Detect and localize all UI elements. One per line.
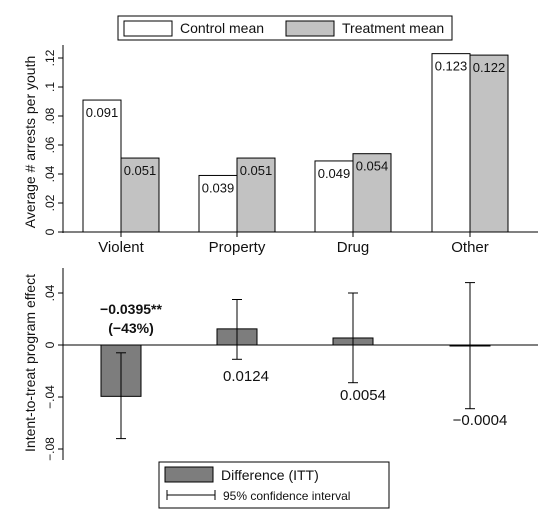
- data-label-control-mean-other: 0.123: [435, 59, 468, 74]
- bar-treatment-mean-property: [236, 157, 276, 233]
- bar-control-mean-violent: [82, 99, 122, 233]
- data-label-control-mean-violent: 0.091: [86, 105, 119, 120]
- top-chart: Average # arrests per youth .12 .1 .08 .06.…: [22, 45, 538, 256]
- itt-label-violent: −0.0395**: [100, 301, 162, 317]
- top-y-tick-label-1: .1: [43, 82, 57, 92]
- bottom-y-tick-label-2: −.04: [43, 385, 57, 409]
- bottom-y-tick-label-3: −.08: [43, 437, 57, 461]
- itt-pct-label-violent: (−43%): [108, 320, 154, 336]
- data-label-treatment-mean-property: 0.051: [240, 163, 273, 178]
- itt-swatch: [164, 466, 214, 483]
- bar-treatment-mean-violent: [120, 157, 160, 233]
- bottom-y-tick-label-1: 0: [43, 341, 57, 348]
- data-label-treatment-mean-other: 0.122: [473, 60, 506, 75]
- bottom-legend: Difference (ITT) 95% confidence interval: [158, 461, 390, 509]
- itt-legend-label: Difference (ITT): [221, 467, 319, 483]
- bar-control-mean-drug: [314, 160, 354, 233]
- treatment-mean-swatch: [285, 20, 335, 37]
- x-tick-label-drug: Drug: [337, 239, 370, 256]
- top-y-axis-title: Average # arrests per youth: [22, 56, 38, 229]
- itt-label-drug: 0.0054: [340, 387, 386, 404]
- top-y-tick-label-0: .12: [43, 49, 57, 66]
- x-tick-label-violent: Violent: [98, 239, 144, 256]
- top-y-tick-label-6: 0: [43, 228, 57, 235]
- top-y-tick-label-3: .06: [43, 136, 57, 153]
- data-label-control-mean-drug: 0.049: [318, 166, 351, 181]
- control-mean-legend-label: Control mean: [180, 20, 264, 36]
- ci-legend-label: 95% confidence interval: [223, 489, 350, 503]
- itt-label-other: −0.0004: [453, 412, 508, 429]
- x-tick-label-other: Other: [451, 239, 489, 256]
- data-label-control-mean-property: 0.039: [202, 180, 235, 195]
- x-tick-label-property: Property: [209, 239, 266, 256]
- treatment-mean-legend-label: Treatment mean: [342, 20, 444, 36]
- top-y-tick-label-2: .08: [43, 107, 57, 124]
- top-legend: Control mean Treatment mean: [117, 15, 453, 41]
- bottom-y-tick-label-0: .04: [43, 284, 57, 301]
- bar-control-mean-property: [198, 174, 238, 233]
- bar-treatment-mean-drug: [352, 153, 392, 233]
- top-y-tick-label-5: .02: [43, 194, 57, 211]
- bar-control-mean-other: [431, 53, 471, 233]
- data-label-treatment-mean-violent: 0.051: [124, 163, 157, 178]
- control-mean-swatch: [123, 20, 173, 37]
- bottom-chart: Intent-to-treat program effect .04 0 −.04 −…: [22, 268, 538, 461]
- bottom-y-axis-title: Intent-to-treat program effect: [22, 274, 38, 452]
- bar-treatment-mean-other: [469, 54, 509, 233]
- itt-label-property: 0.0124: [223, 368, 269, 385]
- data-label-treatment-mean-drug: 0.054: [356, 159, 389, 174]
- top-y-tick-label-4: .04: [43, 165, 57, 182]
